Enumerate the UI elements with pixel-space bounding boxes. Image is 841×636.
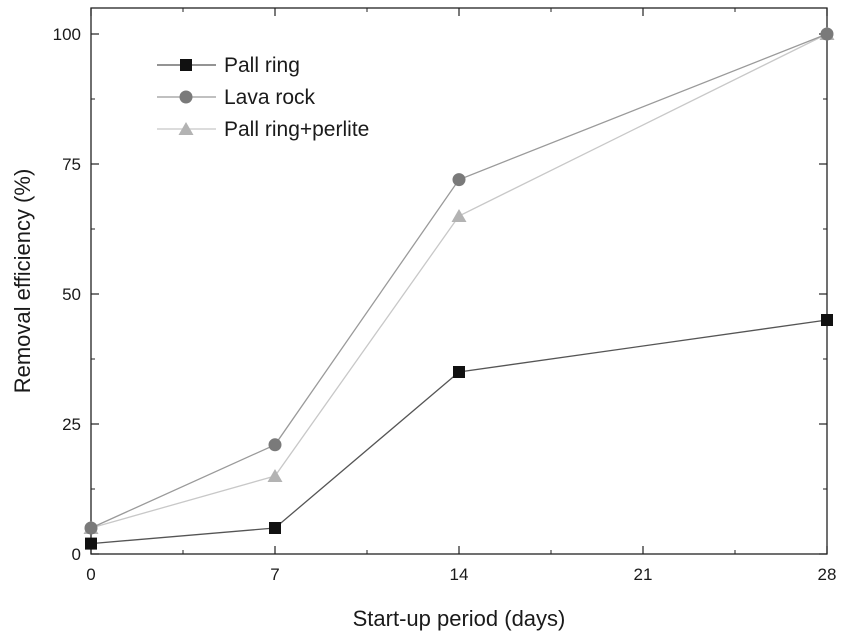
legend: Pall ring Lava rock Pall ring+perlite [157,54,369,141]
data-point [84,521,98,535]
data-point [820,27,834,41]
x-tick-label: 7 [270,565,279,584]
legend-marker [179,90,193,104]
data-point [451,209,467,222]
x-tick-label: 28 [818,565,837,584]
y-tick-label: 25 [62,415,81,434]
y-axis-title: Removal efficiency (%) [10,169,35,394]
series-line [90,33,828,529]
y-tick-label: 100 [53,25,81,44]
plot-frame [90,7,828,555]
data-point [821,314,833,326]
legend-label: Pall ring+perlite [224,118,369,141]
y-tick-label: 75 [62,155,81,174]
y-tick-label: 50 [62,285,81,304]
series-line [90,319,828,545]
y-tick-label: 0 [72,545,81,564]
legend-label: Lava rock [224,86,316,109]
x-axis-title: Start-up period (days) [353,606,566,631]
data-point [268,438,282,452]
x-tick-label: 0 [86,565,95,584]
legend-label: Pall ring [224,54,300,77]
x-tick-label: 14 [450,565,469,584]
data-point [85,537,97,550]
x-tick-label: 21 [634,565,653,584]
legend-marker [180,59,192,71]
series-line [90,33,828,529]
series-markers [83,27,835,550]
data-point [452,173,466,187]
series-lines [90,33,828,545]
data-point [269,522,281,534]
axis-ticks: 0 7 14 21 28 0 25 50 75 100 [53,8,837,584]
data-point [267,469,283,482]
legend-marker [178,122,194,135]
data-point [453,366,465,378]
